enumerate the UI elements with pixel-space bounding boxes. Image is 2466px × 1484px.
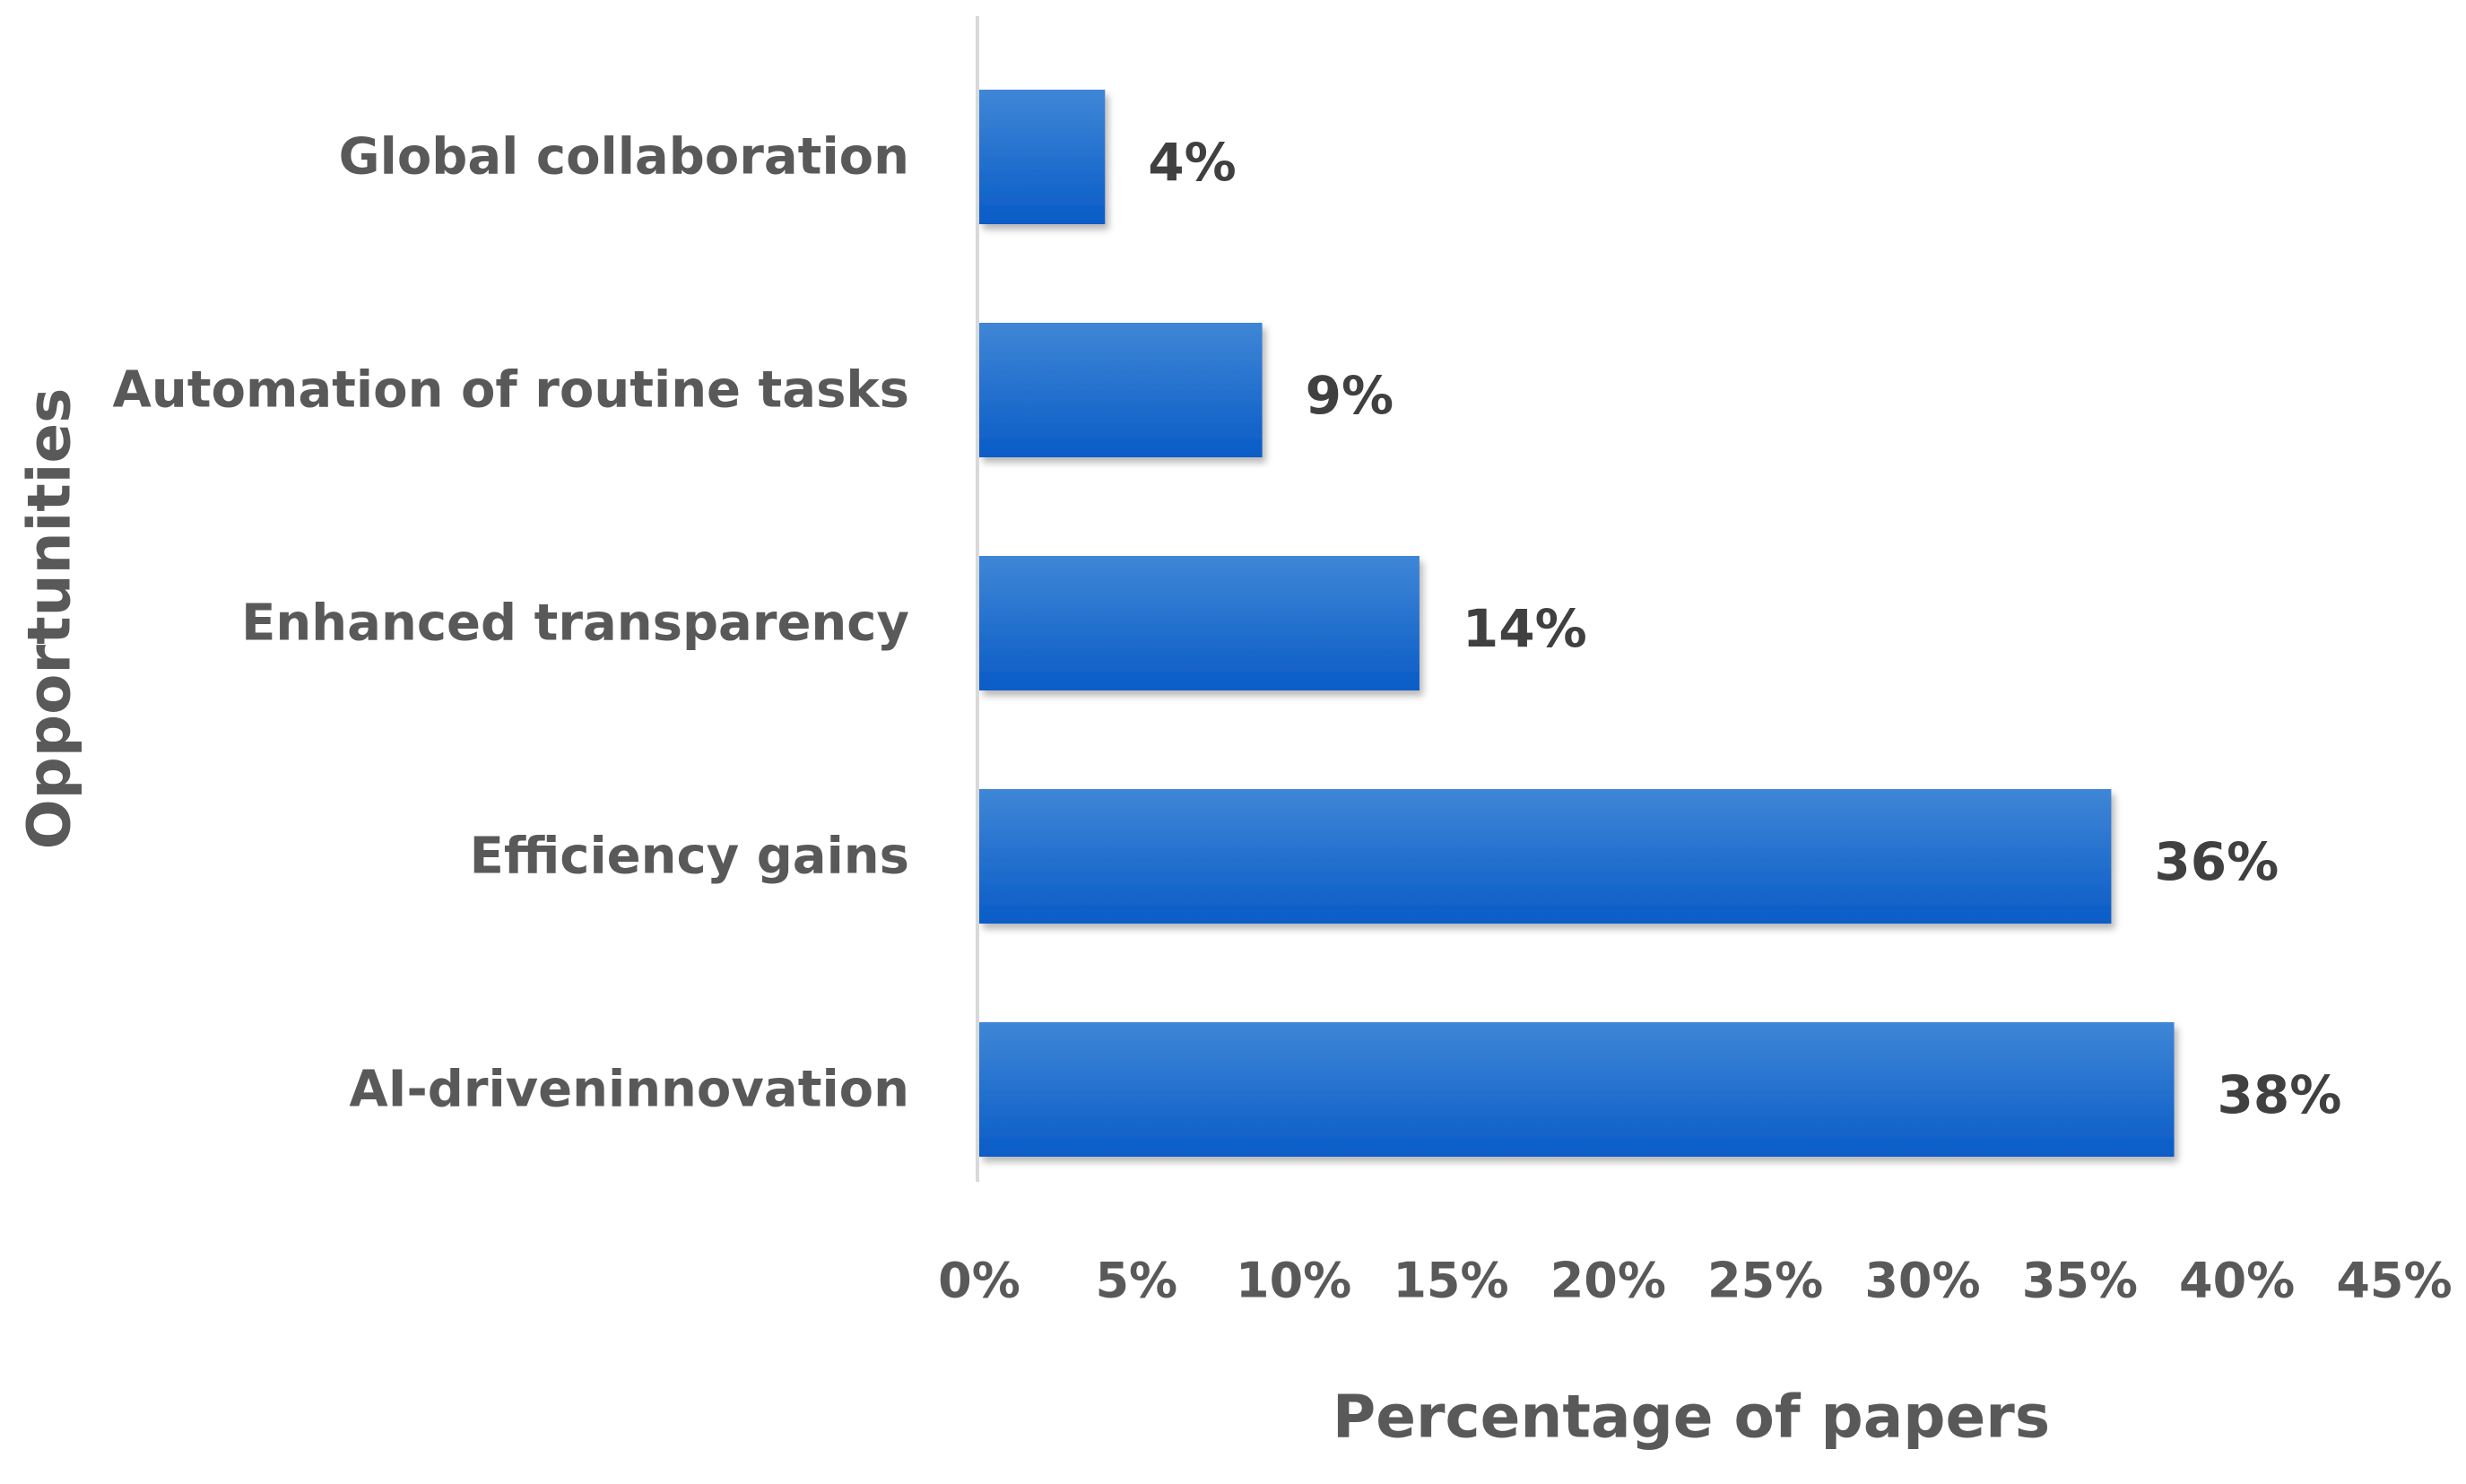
x-tick-label: 5% bbox=[1095, 1253, 1177, 1309]
x-tick-label: 0% bbox=[938, 1253, 1020, 1309]
x-axis-title: Percentage of papers bbox=[1333, 1383, 2050, 1452]
y-axis-title: Opportunities bbox=[15, 388, 84, 850]
bar bbox=[979, 90, 1106, 224]
x-tick-label: 15% bbox=[1393, 1253, 1508, 1309]
bars-group bbox=[979, 90, 2175, 1157]
x-tick-labels-group: 0% 5% 10% 15% 20% 25% 30% 35% 40% 45% bbox=[938, 1253, 2452, 1309]
category-labels-group: Global collaboration Automation of routin… bbox=[113, 128, 909, 1119]
x-tick-label: 10% bbox=[1236, 1253, 1351, 1309]
x-tick-label: 40% bbox=[2179, 1253, 2295, 1309]
x-tick-label: 25% bbox=[1707, 1253, 1823, 1309]
category-label: Enhanced transparency bbox=[241, 594, 909, 653]
data-label: 9% bbox=[1306, 365, 1394, 426]
data-labels-group: 4% 9% 14% 36% 38% bbox=[1148, 132, 2341, 1125]
bar bbox=[979, 1022, 2175, 1157]
x-tick-label: 35% bbox=[2022, 1253, 2138, 1309]
data-label: 14% bbox=[1463, 598, 1587, 659]
data-label: 38% bbox=[2218, 1064, 2342, 1125]
x-tick-label: 30% bbox=[1864, 1253, 1980, 1309]
x-tick-label: 20% bbox=[1550, 1253, 1666, 1309]
x-tick-label: 45% bbox=[2336, 1253, 2452, 1309]
data-label: 36% bbox=[2154, 831, 2279, 892]
category-label: Automation of routine tasks bbox=[113, 361, 909, 420]
bar bbox=[979, 789, 2112, 924]
data-label: 4% bbox=[1148, 132, 1236, 193]
bar bbox=[979, 323, 1263, 457]
category-label: Efficiency gains bbox=[470, 828, 909, 886]
category-label: Global collaboration bbox=[339, 128, 909, 187]
bar bbox=[979, 556, 1420, 690]
category-label: AI-driveninnovation bbox=[349, 1061, 909, 1119]
